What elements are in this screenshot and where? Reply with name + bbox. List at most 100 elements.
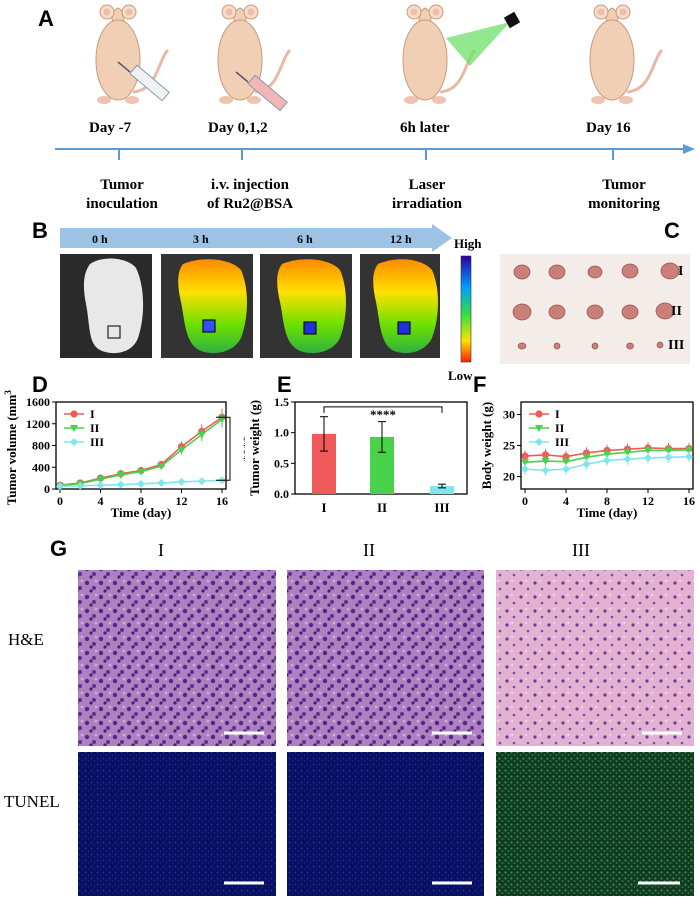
laser-beam-icon [446, 22, 510, 66]
bar-III [430, 486, 454, 494]
x-tick-label: 12 [642, 494, 654, 508]
y-tick-label: 0.0 [274, 487, 289, 501]
imaging-frame-3h [161, 254, 253, 358]
panel-label-c: C [664, 218, 680, 243]
timeline-axis [55, 144, 695, 160]
data-point-II [521, 459, 529, 467]
timeline-desc-1: Tumor inoculation [70, 176, 174, 214]
y-tick-label: 1.5 [274, 395, 289, 409]
data-point-III [177, 477, 186, 486]
imaging-time-3h: 3 h [193, 232, 209, 246]
x-tick-label: 4 [563, 494, 569, 508]
x-tick-label: 8 [604, 494, 610, 508]
imaging-frames [60, 254, 440, 358]
data-point-I [521, 452, 529, 460]
x-tick-label: 12 [176, 494, 188, 508]
data-point-III [582, 460, 591, 469]
x-axis-label: Time (day) [577, 505, 638, 520]
panel-label-a: A [38, 6, 54, 31]
timeline-desc-2-line1: i.v. injection [211, 177, 289, 193]
y-axis-label: Tumor weight (g) [247, 400, 262, 496]
histology-grid [78, 570, 694, 896]
legend-marker-I [70, 410, 78, 418]
tunel-image-ii [287, 752, 484, 896]
x-tick-label: 0 [522, 494, 528, 508]
mouse-4 [588, 3, 664, 106]
legend-marker-I [535, 410, 543, 418]
timeline-desc-1-line1: Tumor [100, 177, 144, 193]
timeline-day-4: Day 16 [586, 120, 631, 136]
mouse-illustrations [94, 3, 664, 112]
data-point-III [137, 479, 145, 488]
timeline-day-1: Day -7 [89, 120, 132, 136]
timeline-desc-2-line2: of Ru2@BSA [206, 196, 294, 212]
imaging-time-0h: 0 h [92, 232, 108, 246]
data-point-II [116, 471, 125, 479]
y-tick-label: 1.0 [274, 426, 289, 440]
data-point-I [541, 451, 550, 459]
laser-head-icon [503, 11, 521, 29]
he-image-iii [496, 570, 694, 746]
data-point-II [644, 447, 652, 455]
legend-label-III: III [90, 435, 104, 449]
tumor-row-label-ii: II [671, 304, 682, 319]
data-point-III [603, 456, 611, 465]
y-axis-label: Tumor volume (mm3) [3, 390, 19, 505]
histology-col-iii: III [572, 540, 590, 560]
scale-low-label: Low [448, 368, 473, 383]
series-line-II [59, 418, 223, 487]
significance-label: **** [237, 436, 245, 462]
timeline-desc-4-line1: Tumor [602, 177, 646, 193]
data-point-III [664, 453, 673, 462]
panel-label-g: G [50, 536, 68, 561]
timeline-day-3: 6h later [400, 120, 450, 136]
significance-bracket [216, 416, 231, 481]
data-point-III [521, 465, 529, 474]
data-point-II [685, 446, 693, 454]
significance-bracket [323, 406, 443, 413]
timeline-desc-1-line2: inoculation [86, 196, 158, 212]
timeline-desc-4-line2: monitoring [588, 196, 660, 212]
timeline-desc-3-line1: Laser [408, 177, 446, 193]
y-tick-label: 25 [503, 439, 515, 453]
data-point-II [582, 454, 591, 462]
data-point-II [603, 451, 611, 459]
panel-label-d: D [32, 372, 48, 397]
tumor-photo [500, 254, 690, 364]
intensity-scale-bar [460, 255, 472, 363]
x-tick-label: 0 [57, 494, 63, 508]
imaging-frame-0h [60, 254, 152, 358]
category-label-III: III [434, 500, 449, 515]
data-point-II [541, 458, 550, 466]
x-tick-label: 4 [98, 494, 104, 508]
data-point-III [197, 477, 206, 486]
syringe-icon [117, 61, 170, 102]
tunel-image-iii [496, 752, 694, 896]
panel-label-e: E [277, 372, 292, 397]
timeline-desc-3: Laser irradiation [375, 176, 479, 214]
y-tick-label: 1200 [26, 417, 50, 431]
data-point-II [562, 458, 570, 466]
data-point-II [96, 476, 105, 484]
data-point-III [157, 479, 166, 488]
imaging-time-12h: 12 h [390, 232, 412, 246]
data-point-III [541, 466, 550, 475]
x-tick-label: 16 [216, 494, 228, 508]
data-point-III [116, 480, 125, 489]
y-tick-label: 30 [503, 407, 515, 421]
legend-marker-III [535, 438, 543, 446]
data-point-III [685, 452, 693, 461]
x-tick-label: 16 [683, 494, 695, 508]
x-axis-label: Time (day) [111, 505, 172, 520]
y-tick-label: 1600 [26, 395, 50, 409]
legend-marker-II [535, 425, 543, 432]
timeline-desc-4: Tumor monitoring [572, 176, 676, 214]
he-image-ii [287, 570, 484, 746]
category-label-II: II [377, 500, 387, 515]
imaging-time-arrow [60, 224, 452, 252]
histology-col-i: I [158, 540, 164, 560]
histology-col-ii: II [363, 540, 375, 560]
